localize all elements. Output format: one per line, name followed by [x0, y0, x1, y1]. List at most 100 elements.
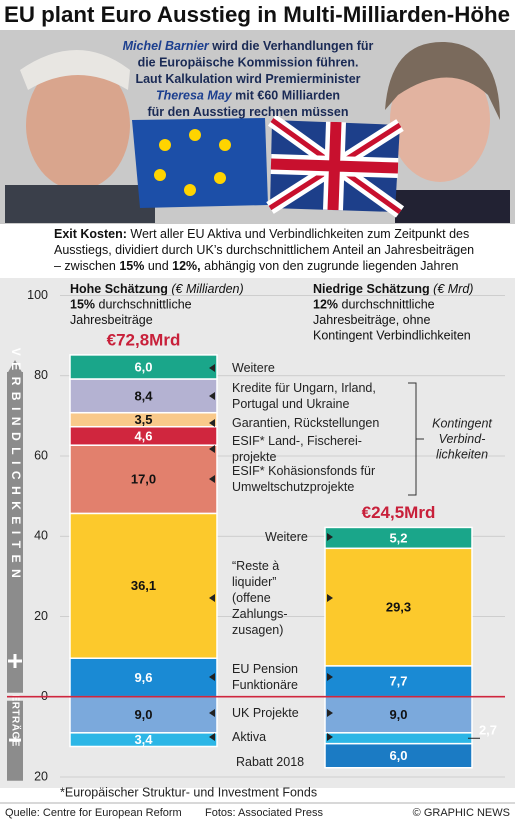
photo-caption-part: Theresa May [156, 89, 233, 103]
puzzle-eu [132, 118, 268, 208]
flag-cross [270, 121, 399, 211]
y-tick-label: 20 [34, 609, 48, 623]
label-arrow [209, 419, 215, 427]
bar-segment [69, 657, 218, 698]
value-label: 2,7 [479, 723, 497, 738]
column-header-part: Jahresbeiträge [70, 313, 153, 327]
bracket-label: Verbind- [439, 432, 486, 446]
intro-text-part: 12%, [172, 259, 201, 273]
intro-text-part: Wert aller EU Aktiva und Verbindlichkeit… [127, 227, 469, 241]
column-header-part: 15% [70, 298, 95, 312]
intro-text-part: – zwischen [54, 259, 119, 273]
label-arrow [209, 475, 215, 483]
value-label: 17,0 [131, 472, 156, 487]
value-label: 29,3 [386, 600, 411, 615]
photo-caption: Michel Barnier wird die Verhandlungen fü… [123, 39, 374, 53]
series-label: UK Projekte [232, 706, 299, 720]
copyright: © GRAPHIC NEWS [413, 807, 510, 819]
column-header-part: (€ Mrd) [430, 282, 474, 296]
value-label: 7,7 [389, 674, 407, 689]
photo-caption-part: die Europäische Kommission führen. [138, 56, 359, 70]
photo-hair [20, 50, 130, 90]
series-label: Garantien, Rückstellungen [232, 416, 380, 430]
label-arrow [327, 673, 333, 681]
total-label: €72,8Mrd [107, 330, 181, 349]
photo-caption-part: Laut Kalkulation wird Premierminister [135, 72, 360, 86]
photo-barnier [26, 60, 130, 190]
photo-caption-part: für den Ausstieg rechnen müssen [148, 105, 349, 119]
column-header: Hohe Schätzung (€ Milliarden) [70, 282, 244, 296]
column-header-part: durchschnittliche [95, 298, 192, 312]
intro-text-part: Ausstiegs, dividiert durch UK’s durchsch… [54, 243, 474, 257]
intro-text-part: 15% [119, 259, 144, 273]
photo-caption-part: mit €60 Milliarden [232, 89, 340, 103]
column-header: Jahresbeiträge [70, 313, 153, 327]
bar-segment [324, 695, 473, 734]
column-header: Niedrige Schätzung (€ Mrd) [313, 282, 473, 296]
column-header-part: durchschnittliche [338, 298, 435, 312]
column-header-part: Kontingent Verbindlichkeiten [313, 329, 471, 343]
label-arrow [209, 594, 215, 602]
eu-stars [154, 129, 231, 196]
column-header: Jahresbeiträge, ohne [313, 313, 430, 327]
photo-caption-part: Michel Barnier [123, 39, 210, 53]
series-label: ESIF* Kohäsionsfonds für Umweltschutzpro… [232, 464, 376, 494]
value-label: 4,6 [134, 428, 152, 443]
column-header-part: Niedrige Schätzung [313, 282, 430, 296]
photo-hair [385, 41, 500, 120]
axis-band [7, 372, 23, 693]
series-label: Weitere [232, 361, 275, 375]
value-label: 5,2 [389, 530, 407, 545]
label-arrow [209, 709, 215, 717]
intro-text: – zwischen 15% und 12%, abhängig von den… [54, 259, 459, 273]
photo-caption-part: wird die Verhandlungen für [209, 39, 374, 53]
photo-suit [5, 185, 155, 223]
bar-segment [324, 665, 473, 698]
axis-arrow [7, 360, 23, 374]
bar-segment [324, 547, 473, 667]
intro-text-part: Exit Kosten: [54, 227, 127, 241]
intro-text-part: abhängig von den zugrunde liegenden Jahr… [201, 259, 459, 273]
label-arrow [209, 673, 215, 681]
intro-text: Ausstiegs, dividiert durch UK’s durchsch… [54, 243, 474, 257]
value-label: 9,0 [134, 707, 152, 722]
photo-caption: für den Ausstieg rechnen müssen [148, 105, 349, 119]
column-header: Kontingent Verbindlichkeiten [313, 329, 471, 343]
column-header-part: Hohe Schätzung [70, 282, 168, 296]
series-label: EU Pension Funktionäre [232, 662, 299, 692]
label-arrow [209, 445, 215, 453]
photo-caption: Theresa May mit €60 Milliarden [156, 89, 340, 103]
value-label: 3,5 [134, 412, 152, 427]
y-tick-label: 20 [34, 769, 48, 783]
source: Quelle: Centre for European Reform [5, 807, 182, 819]
value-label: 9,6 [134, 670, 152, 685]
column-header-part: (€ Milliarden) [168, 282, 244, 296]
bracket-label: Kontingent [432, 416, 492, 430]
column-header: 12% durchschnittliche [313, 298, 435, 312]
y-tick-label: 100 [27, 288, 48, 302]
value-label: 36,1 [131, 578, 156, 593]
y-tick-label: 40 [34, 529, 48, 543]
label-arrow [209, 392, 215, 400]
plus-sign [8, 654, 22, 668]
footnote: *Europäischer Struktur- und Investment F… [60, 785, 317, 799]
value-label: 3,4 [134, 732, 153, 747]
value-label: 6,0 [389, 748, 407, 763]
photo-dress [395, 190, 510, 223]
value-label: 9,0 [389, 707, 407, 722]
chart-title: EU plant Euro Ausstieg in Multi-Milliard… [4, 2, 510, 27]
label-arrow [327, 733, 333, 741]
label-arrow [209, 364, 215, 372]
axis-label: ERTRÄGE [9, 695, 22, 747]
value-label: 8,4 [134, 388, 153, 403]
intro-text: Exit Kosten: Wert aller EU Aktiva und Ve… [54, 227, 469, 241]
y-tick-label: 80 [34, 368, 48, 382]
series-label: Kredite für Ungarn, Irland, Portugal und… [232, 381, 376, 411]
bar-segment [69, 354, 218, 380]
total-label: €24,5Mrd [362, 503, 436, 522]
label-arrow [327, 709, 333, 717]
axis-label: VERBINDLICHKEITEN [9, 348, 23, 585]
series-label: ESIF* Land-, Fischerei-projekte [232, 434, 362, 464]
